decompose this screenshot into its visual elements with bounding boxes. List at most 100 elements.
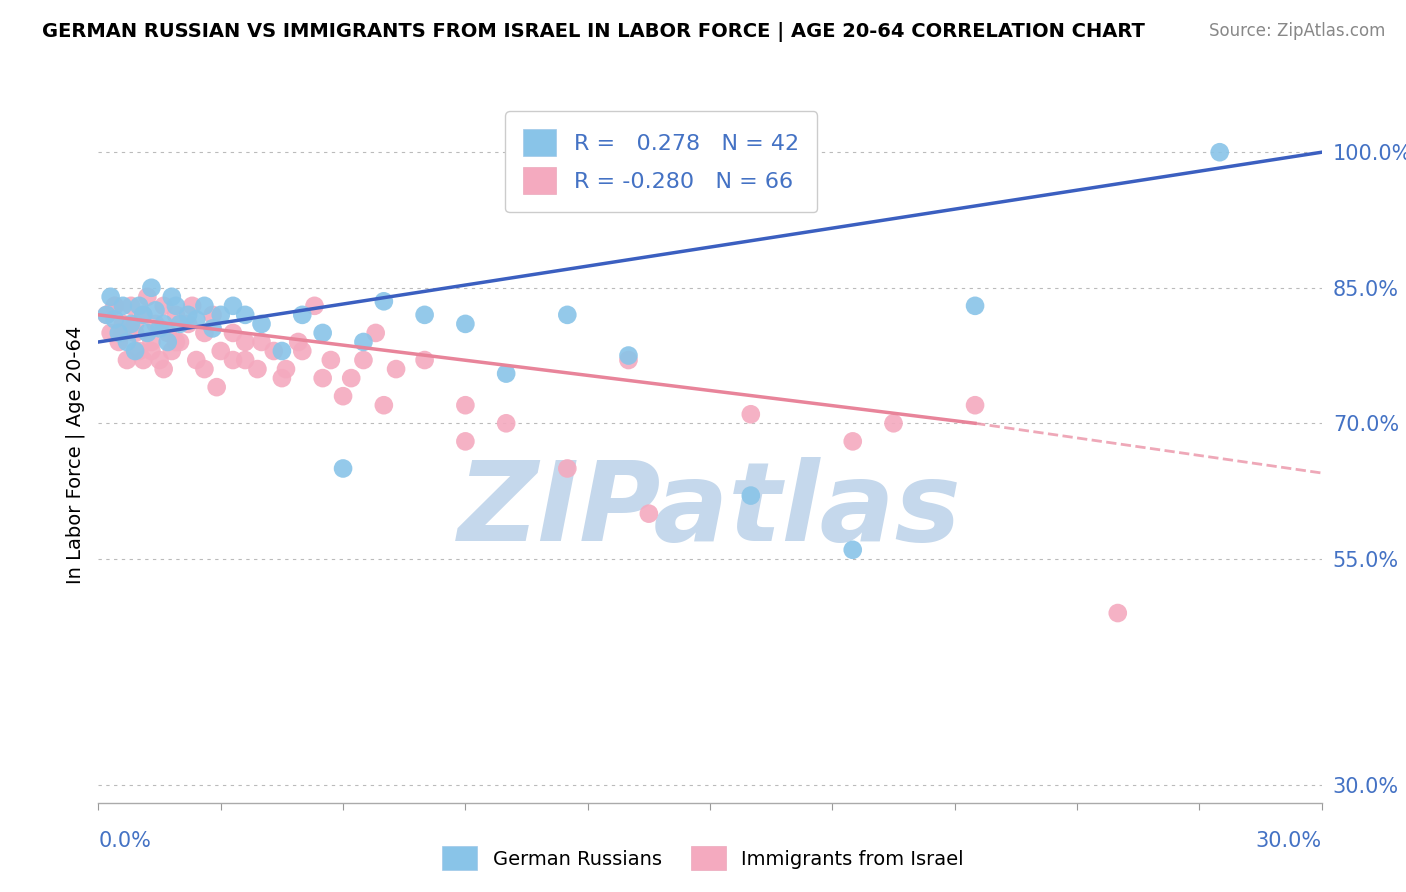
- Point: [104, 299, 127, 313]
- Legend: German Russians, Immigrants from Israel: German Russians, Immigrants from Israel: [434, 838, 972, 878]
- Point: [96, 308, 118, 322]
- Point: [120, 317, 142, 331]
- Point: [156, 326, 179, 340]
- Point: [165, 308, 187, 322]
- Point: [128, 299, 150, 313]
- Point: [152, 317, 174, 331]
- Point: [100, 290, 122, 304]
- Point: [141, 281, 163, 295]
- Point: [136, 326, 159, 340]
- Text: Source: ZipAtlas.com: Source: ZipAtlas.com: [1209, 22, 1385, 40]
- Point: [111, 299, 134, 313]
- Point: [233, 334, 256, 349]
- Point: [132, 308, 155, 322]
- Point: [165, 334, 187, 349]
- Point: [454, 434, 477, 449]
- Point: [222, 353, 245, 368]
- Point: [291, 308, 314, 322]
- Point: [263, 344, 285, 359]
- Point: [141, 344, 163, 359]
- Point: [332, 461, 354, 475]
- Point: [233, 308, 256, 322]
- Point: [413, 308, 436, 322]
- Point: [141, 334, 163, 349]
- Point: [340, 371, 363, 385]
- Text: ZIPatlas: ZIPatlas: [458, 457, 962, 564]
- Point: [740, 407, 762, 421]
- Point: [304, 299, 326, 313]
- Point: [177, 317, 200, 331]
- Point: [246, 362, 269, 376]
- Point: [352, 353, 374, 368]
- Legend: R =   0.278   N = 42, R = -0.280   N = 66: R = 0.278 N = 42, R = -0.280 N = 66: [505, 112, 817, 212]
- Point: [373, 398, 395, 412]
- Point: [124, 326, 146, 340]
- Point: [222, 299, 245, 313]
- Text: 30.0%: 30.0%: [1256, 830, 1322, 851]
- Point: [115, 353, 138, 368]
- Point: [209, 344, 232, 359]
- Point: [373, 294, 395, 309]
- Point: [841, 542, 863, 557]
- Point: [132, 308, 155, 322]
- Point: [152, 299, 174, 313]
- Point: [156, 334, 179, 349]
- Point: [149, 321, 172, 335]
- Point: [617, 349, 640, 363]
- Point: [100, 326, 122, 340]
- Point: [495, 417, 517, 431]
- Point: [352, 334, 374, 349]
- Point: [209, 308, 232, 322]
- Point: [270, 371, 294, 385]
- Point: [883, 417, 905, 431]
- Point: [454, 398, 477, 412]
- Point: [201, 321, 224, 335]
- Text: GERMAN RUSSIAN VS IMMIGRANTS FROM ISRAEL IN LABOR FORCE | AGE 20-64 CORRELATION : GERMAN RUSSIAN VS IMMIGRANTS FROM ISRAEL…: [42, 22, 1144, 42]
- Point: [1107, 606, 1129, 620]
- Point: [186, 312, 208, 326]
- Point: [364, 326, 387, 340]
- Point: [332, 389, 354, 403]
- Point: [165, 299, 187, 313]
- Text: 0.0%: 0.0%: [98, 830, 152, 851]
- Point: [495, 367, 517, 381]
- Point: [201, 308, 224, 322]
- Point: [312, 371, 335, 385]
- Point: [454, 317, 477, 331]
- Point: [250, 334, 273, 349]
- Point: [413, 353, 436, 368]
- Point: [160, 290, 183, 304]
- Point: [108, 334, 131, 349]
- Point: [169, 334, 191, 349]
- Point: [638, 507, 661, 521]
- Point: [965, 398, 987, 412]
- Point: [319, 353, 342, 368]
- Point: [152, 362, 174, 376]
- Point: [108, 326, 131, 340]
- Point: [145, 317, 167, 331]
- Point: [104, 312, 127, 326]
- Point: [274, 362, 297, 376]
- Point: [104, 299, 127, 313]
- Point: [1209, 145, 1232, 160]
- Point: [287, 334, 309, 349]
- Point: [132, 353, 155, 368]
- Point: [193, 326, 215, 340]
- Point: [841, 434, 863, 449]
- Point: [193, 299, 215, 313]
- Point: [181, 299, 204, 313]
- Point: [740, 489, 762, 503]
- Point: [617, 353, 640, 368]
- Point: [169, 317, 191, 331]
- Point: [557, 308, 579, 322]
- Point: [124, 317, 146, 331]
- Point: [145, 303, 167, 318]
- Point: [270, 344, 294, 359]
- Point: [312, 326, 335, 340]
- Point: [124, 344, 146, 359]
- Y-axis label: In Labor Force | Age 20-64: In Labor Force | Age 20-64: [65, 326, 84, 584]
- Point: [111, 326, 134, 340]
- Point: [385, 362, 408, 376]
- Point: [111, 317, 134, 331]
- Point: [149, 353, 172, 368]
